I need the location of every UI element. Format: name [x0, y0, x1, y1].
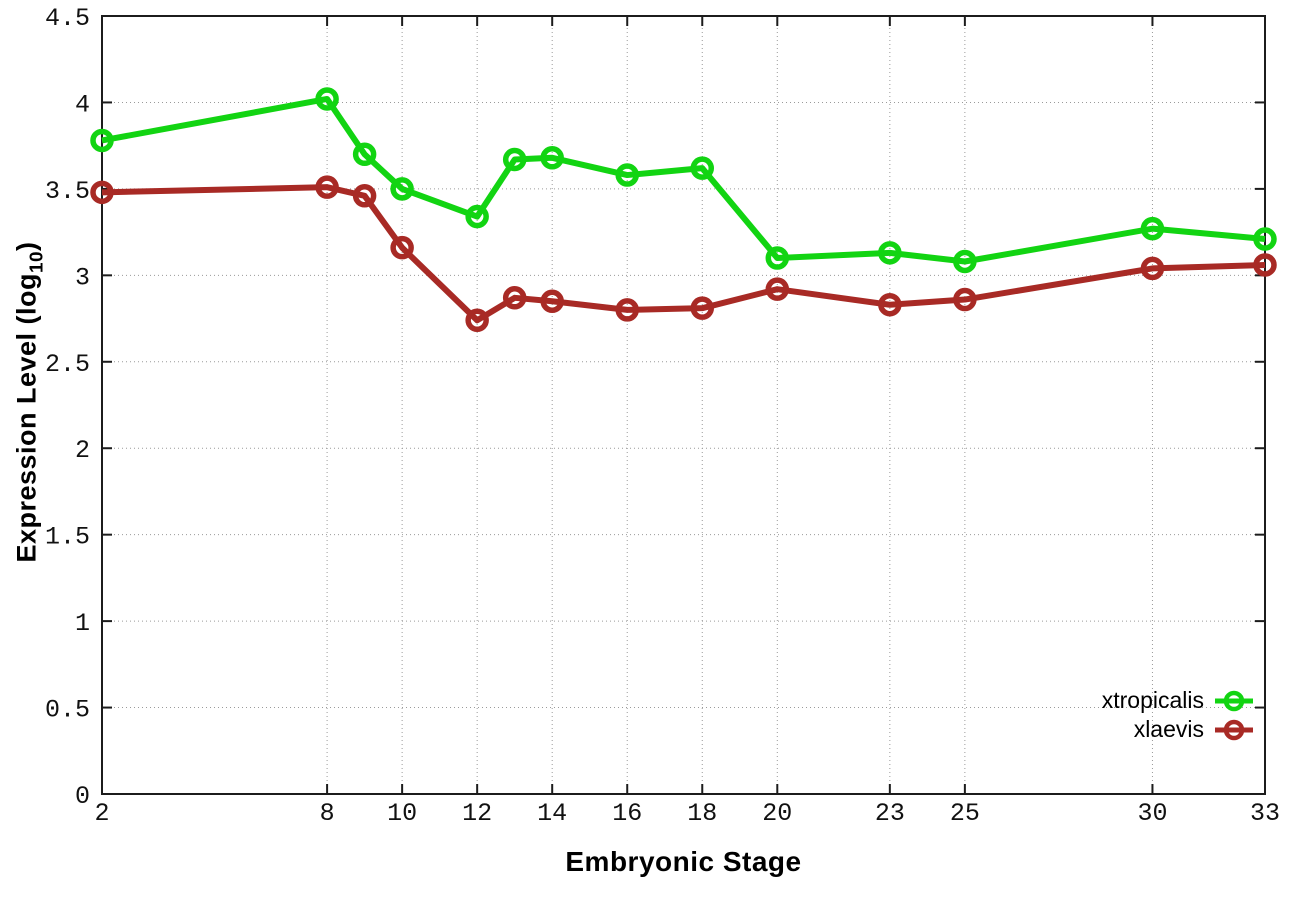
- data-point-xlaevis: [953, 287, 977, 312]
- legend: xtropicalis xlaevis: [1102, 686, 1254, 744]
- data-point-xlaevis: [90, 180, 114, 205]
- series-line-xtropicalis: [101, 95, 1266, 265]
- x-tick-label: 12: [462, 799, 492, 828]
- x-tick-label: 10: [387, 799, 417, 828]
- data-point-xlaevis: [390, 235, 414, 260]
- x-tick-label: 8: [320, 799, 335, 828]
- legend-item-xlaevis: xlaevis: [1102, 715, 1254, 744]
- y-tick-label: 3.5: [45, 177, 90, 206]
- y-tick-label: 3: [75, 263, 90, 292]
- data-point-xtropicalis: [690, 156, 715, 180]
- y-tick-label: 4: [75, 90, 90, 119]
- data-point-xtropicalis: [953, 249, 977, 274]
- data-point-xtropicalis: [502, 147, 527, 172]
- data-point-xtropicalis: [1253, 227, 1277, 251]
- data-point-xlaevis: [765, 277, 790, 301]
- x-tick-label: 18: [687, 799, 717, 828]
- series-line-xlaevis: [101, 184, 1266, 324]
- x-tick-label: 14: [537, 799, 567, 828]
- y-axis-title-subscript: 10: [26, 250, 48, 273]
- data-point-xlaevis: [690, 296, 715, 320]
- y-axis-title-text: Expression Level (log: [11, 272, 42, 563]
- legend-label-xtropicalis: xtropicalis: [1101, 687, 1204, 713]
- legend-marker-xtropicalis-icon: [1215, 690, 1253, 711]
- x-tick-label: 33: [1250, 799, 1280, 828]
- x-tick-label: 23: [875, 799, 905, 828]
- data-point-xtropicalis: [615, 163, 639, 187]
- data-point-xlaevis: [502, 286, 527, 310]
- y-tick-label: 2: [75, 436, 90, 465]
- data-point-xlaevis: [352, 184, 377, 208]
- data-point-xtropicalis: [1140, 216, 1165, 241]
- data-point-xlaevis: [878, 292, 902, 317]
- data-point-xlaevis: [315, 175, 339, 199]
- data-point-xlaevis: [615, 298, 639, 322]
- x-axis-title: Embryonic Stage: [565, 846, 802, 877]
- x-tick-label: 16: [612, 799, 642, 828]
- data-point-xtropicalis: [352, 142, 377, 167]
- data-point-xtropicalis: [390, 177, 414, 201]
- data-point-xlaevis: [540, 289, 564, 314]
- data-point-xlaevis: [1140, 256, 1165, 281]
- legend-item-xtropicalis: xtropicalis: [1102, 686, 1254, 715]
- data-point-xtropicalis: [315, 87, 339, 111]
- legend-marker-xlaevis-icon: [1215, 719, 1253, 740]
- data-point-xlaevis: [1253, 253, 1277, 277]
- y-tick-label: 0: [75, 782, 90, 811]
- y-tick-label: 2.5: [45, 350, 90, 379]
- data-point-xlaevis: [465, 308, 489, 333]
- y-tick-label: 1: [75, 609, 90, 638]
- y-tick-label: 1.5: [45, 523, 90, 552]
- y-tick-label: 4.5: [45, 4, 90, 33]
- data-point-xtropicalis: [540, 146, 564, 170]
- data-point-xtropicalis: [878, 241, 902, 265]
- data-point-xtropicalis: [465, 204, 489, 229]
- x-tick-label: 30: [1137, 799, 1167, 828]
- x-tick-label: 20: [762, 799, 792, 828]
- x-tick-label: 25: [950, 799, 980, 828]
- y-tick-label: 0.5: [45, 696, 90, 725]
- plot-border: [101, 15, 1266, 795]
- data-point-xtropicalis: [90, 128, 114, 153]
- x-tick-label: 2: [94, 799, 109, 828]
- legend-label-xlaevis: xlaevis: [1133, 716, 1204, 742]
- y-axis-title-suffix: ): [11, 241, 42, 251]
- y-axis-title: Expression Level (log10): [12, 241, 49, 562]
- data-point-xtropicalis: [765, 246, 790, 270]
